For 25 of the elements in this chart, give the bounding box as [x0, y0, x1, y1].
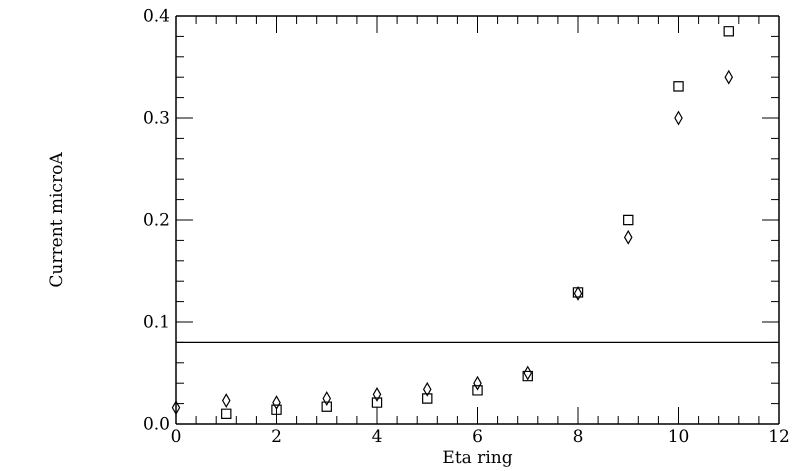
point	[572, 287, 584, 298]
point	[372, 397, 382, 408]
point	[221, 408, 232, 420]
x-tick-label: 10	[668, 427, 690, 448]
x-tick-label: 6	[472, 427, 483, 448]
x-axis-title: Eta ring	[442, 448, 513, 468]
point	[271, 404, 282, 415]
point	[322, 401, 332, 412]
x-tick-label: 4	[372, 427, 382, 448]
point	[673, 81, 684, 92]
y-tick-label: 0.2	[142, 210, 170, 230]
y-tick-label: 0.4	[142, 6, 170, 26]
point	[472, 385, 483, 396]
point	[623, 214, 634, 226]
y-axis-title: Current microA	[47, 152, 67, 288]
x-tick-label: 2	[271, 427, 282, 448]
y-tick-label: 0.0	[142, 414, 170, 434]
point	[522, 370, 533, 382]
x-tick-label: 12	[768, 427, 790, 448]
point	[422, 393, 432, 404]
y-tick-label: 0.3	[142, 108, 170, 128]
y-tick-label: 0.1	[142, 312, 170, 332]
point	[724, 26, 734, 37]
x-tick-label: 8	[572, 427, 584, 448]
x-tick-label: 0	[170, 427, 182, 448]
